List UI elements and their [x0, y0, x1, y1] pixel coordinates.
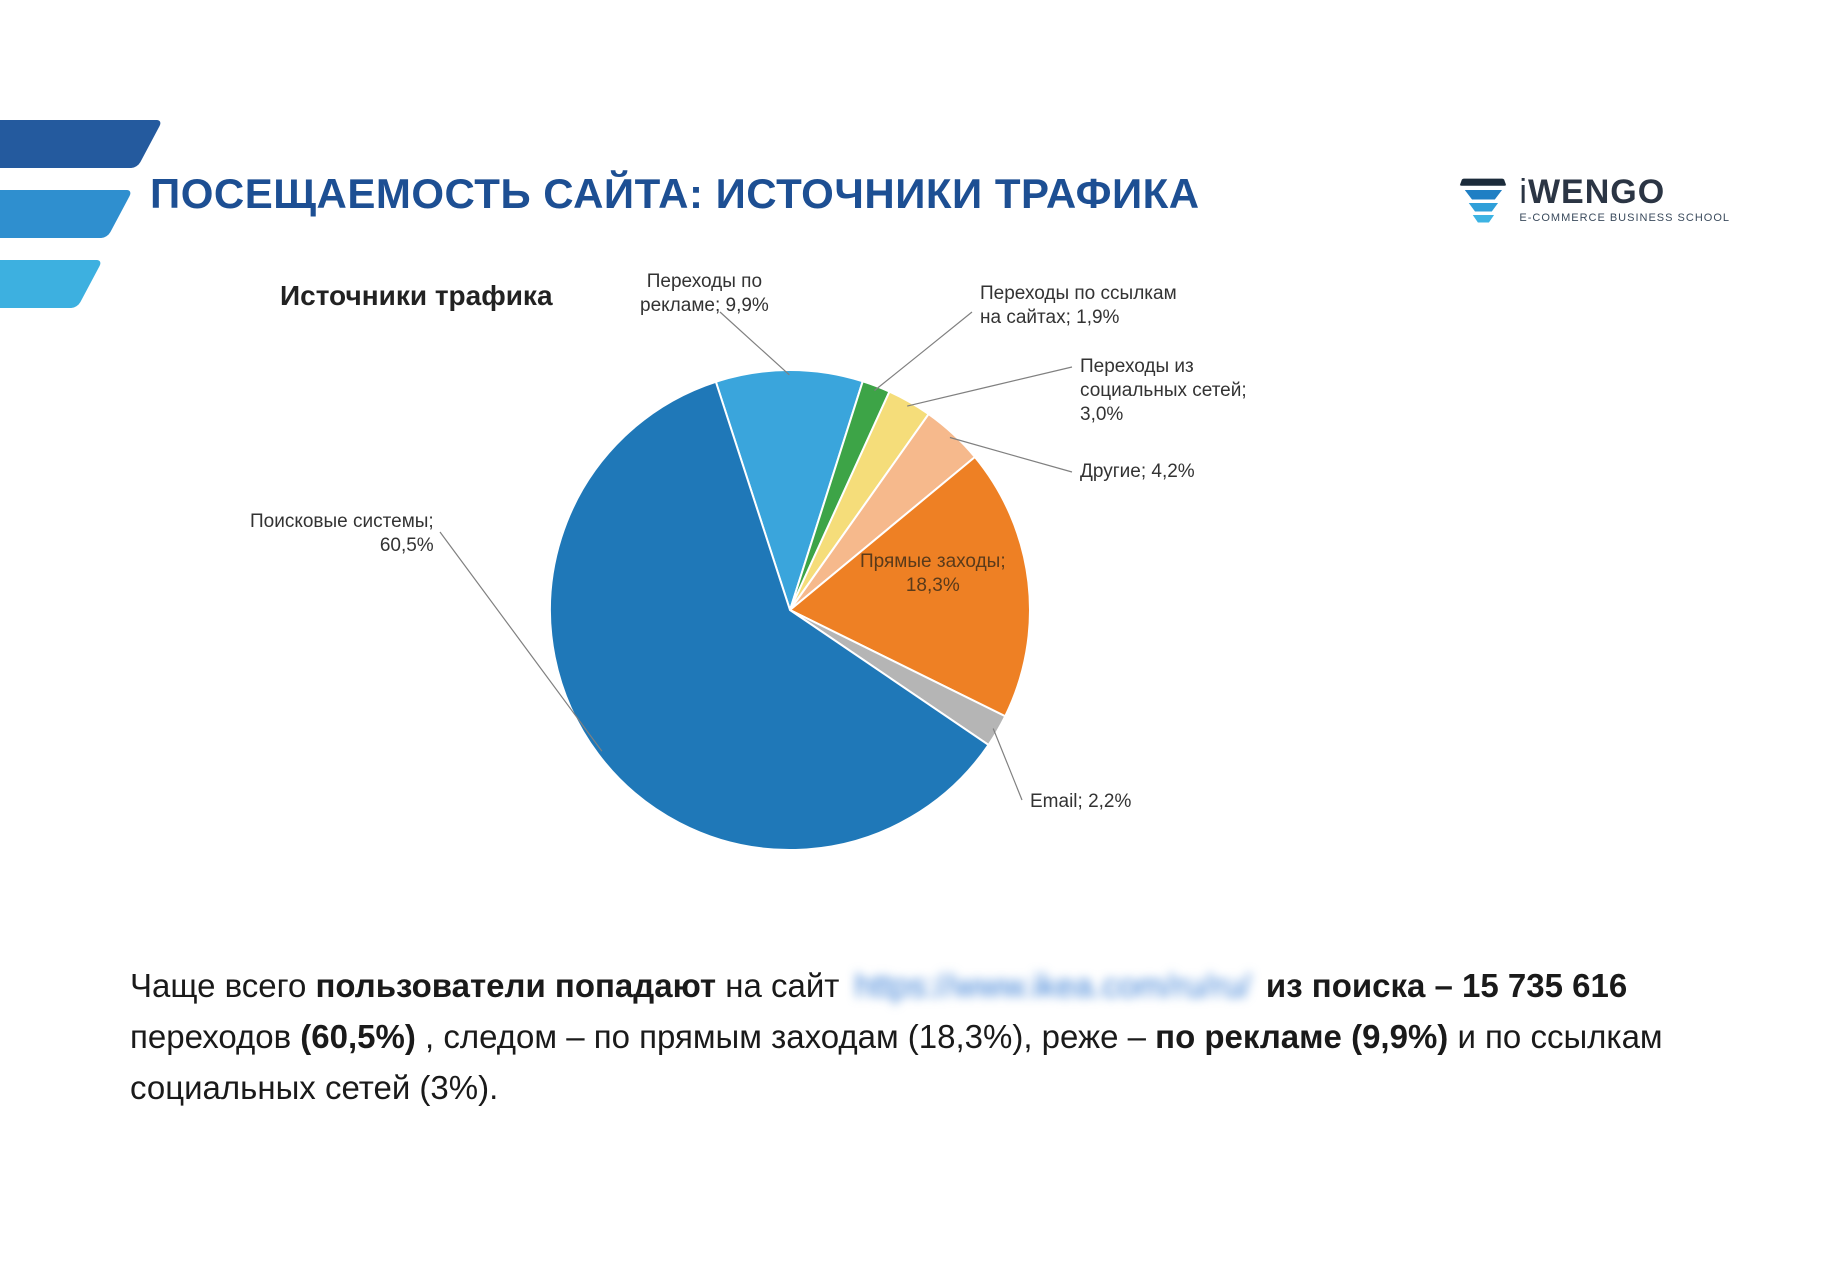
logo-mark-icon — [1461, 177, 1505, 223]
summary-bold-4: по рекламе (9,9%) — [1155, 1018, 1448, 1055]
stripe-3 — [0, 260, 103, 308]
summary-text: Чаще всего — [130, 967, 316, 1004]
slice-label: Переходы порекламе; 9,9% — [640, 270, 769, 318]
summary-text: переходов — [130, 1018, 300, 1055]
page-title: ПОСЕЩАЕМОСТЬ САЙТА: ИСТОЧНИКИ ТРАФИКА — [150, 170, 1200, 218]
blurred-url: https://www.ikea.com/ru/ru/ — [849, 960, 1257, 1011]
decorative-stripes — [0, 120, 150, 330]
slice-label: Email; 2,2% — [1030, 790, 1131, 814]
summary-paragraph: Чаще всего пользователи попадают на сайт… — [130, 960, 1710, 1113]
pie-svg — [530, 350, 1050, 870]
summary-bold-2: из поиска – 15 735 616 — [1266, 967, 1627, 1004]
slice-label: Переходы изсоциальных сетей;3,0% — [1080, 355, 1247, 426]
traffic-sources-pie-chart: Переходы порекламе; 9,9%Переходы по ссыл… — [260, 300, 1320, 900]
summary-bold-3: (60,5%) — [300, 1018, 416, 1055]
slice-label: Другие; 4,2% — [1080, 460, 1195, 484]
brand-logo: iWENGO E-COMMERCE BUSINESS SCHOOL — [1461, 175, 1730, 224]
summary-bold-1: пользователи попадают — [316, 967, 717, 1004]
logo-tagline: E-COMMERCE BUSINESS SCHOOL — [1519, 213, 1730, 224]
summary-text: на сайт — [725, 967, 848, 1004]
stripe-2 — [0, 190, 133, 238]
logo-brand-text: iWENGO — [1519, 175, 1730, 209]
stripe-1 — [0, 120, 163, 168]
slice-label: Переходы по ссылкамна сайтах; 1,9% — [980, 282, 1177, 330]
slice-label: Прямые заходы;18,3% — [860, 550, 1006, 598]
slice-label: Поисковые системы;60,5% — [250, 510, 434, 558]
summary-text: , следом – по прямым заходам (18,3%), ре… — [425, 1018, 1155, 1055]
